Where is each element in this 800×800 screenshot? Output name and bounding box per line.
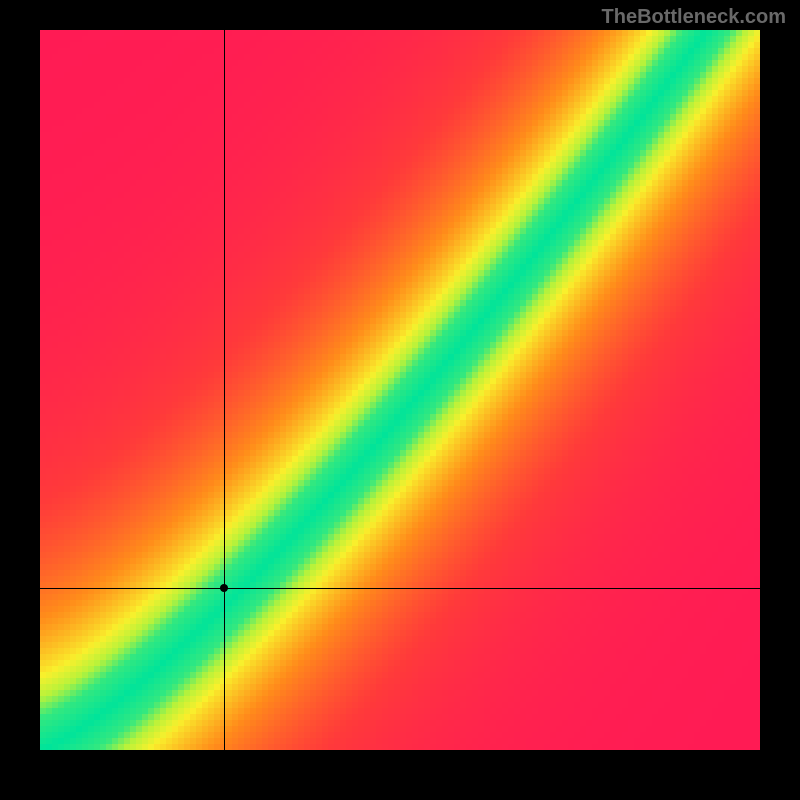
heatmap-canvas-wrap [40,30,760,750]
watermark-label: TheBottleneck.com [602,6,786,29]
chart-frame: TheBottleneck.com [0,0,800,800]
plot-area [40,30,760,750]
heatmap-canvas [40,30,760,750]
crosshair-horizontal [40,588,760,589]
crosshair-marker [220,584,228,592]
crosshair-vertical [224,30,225,750]
